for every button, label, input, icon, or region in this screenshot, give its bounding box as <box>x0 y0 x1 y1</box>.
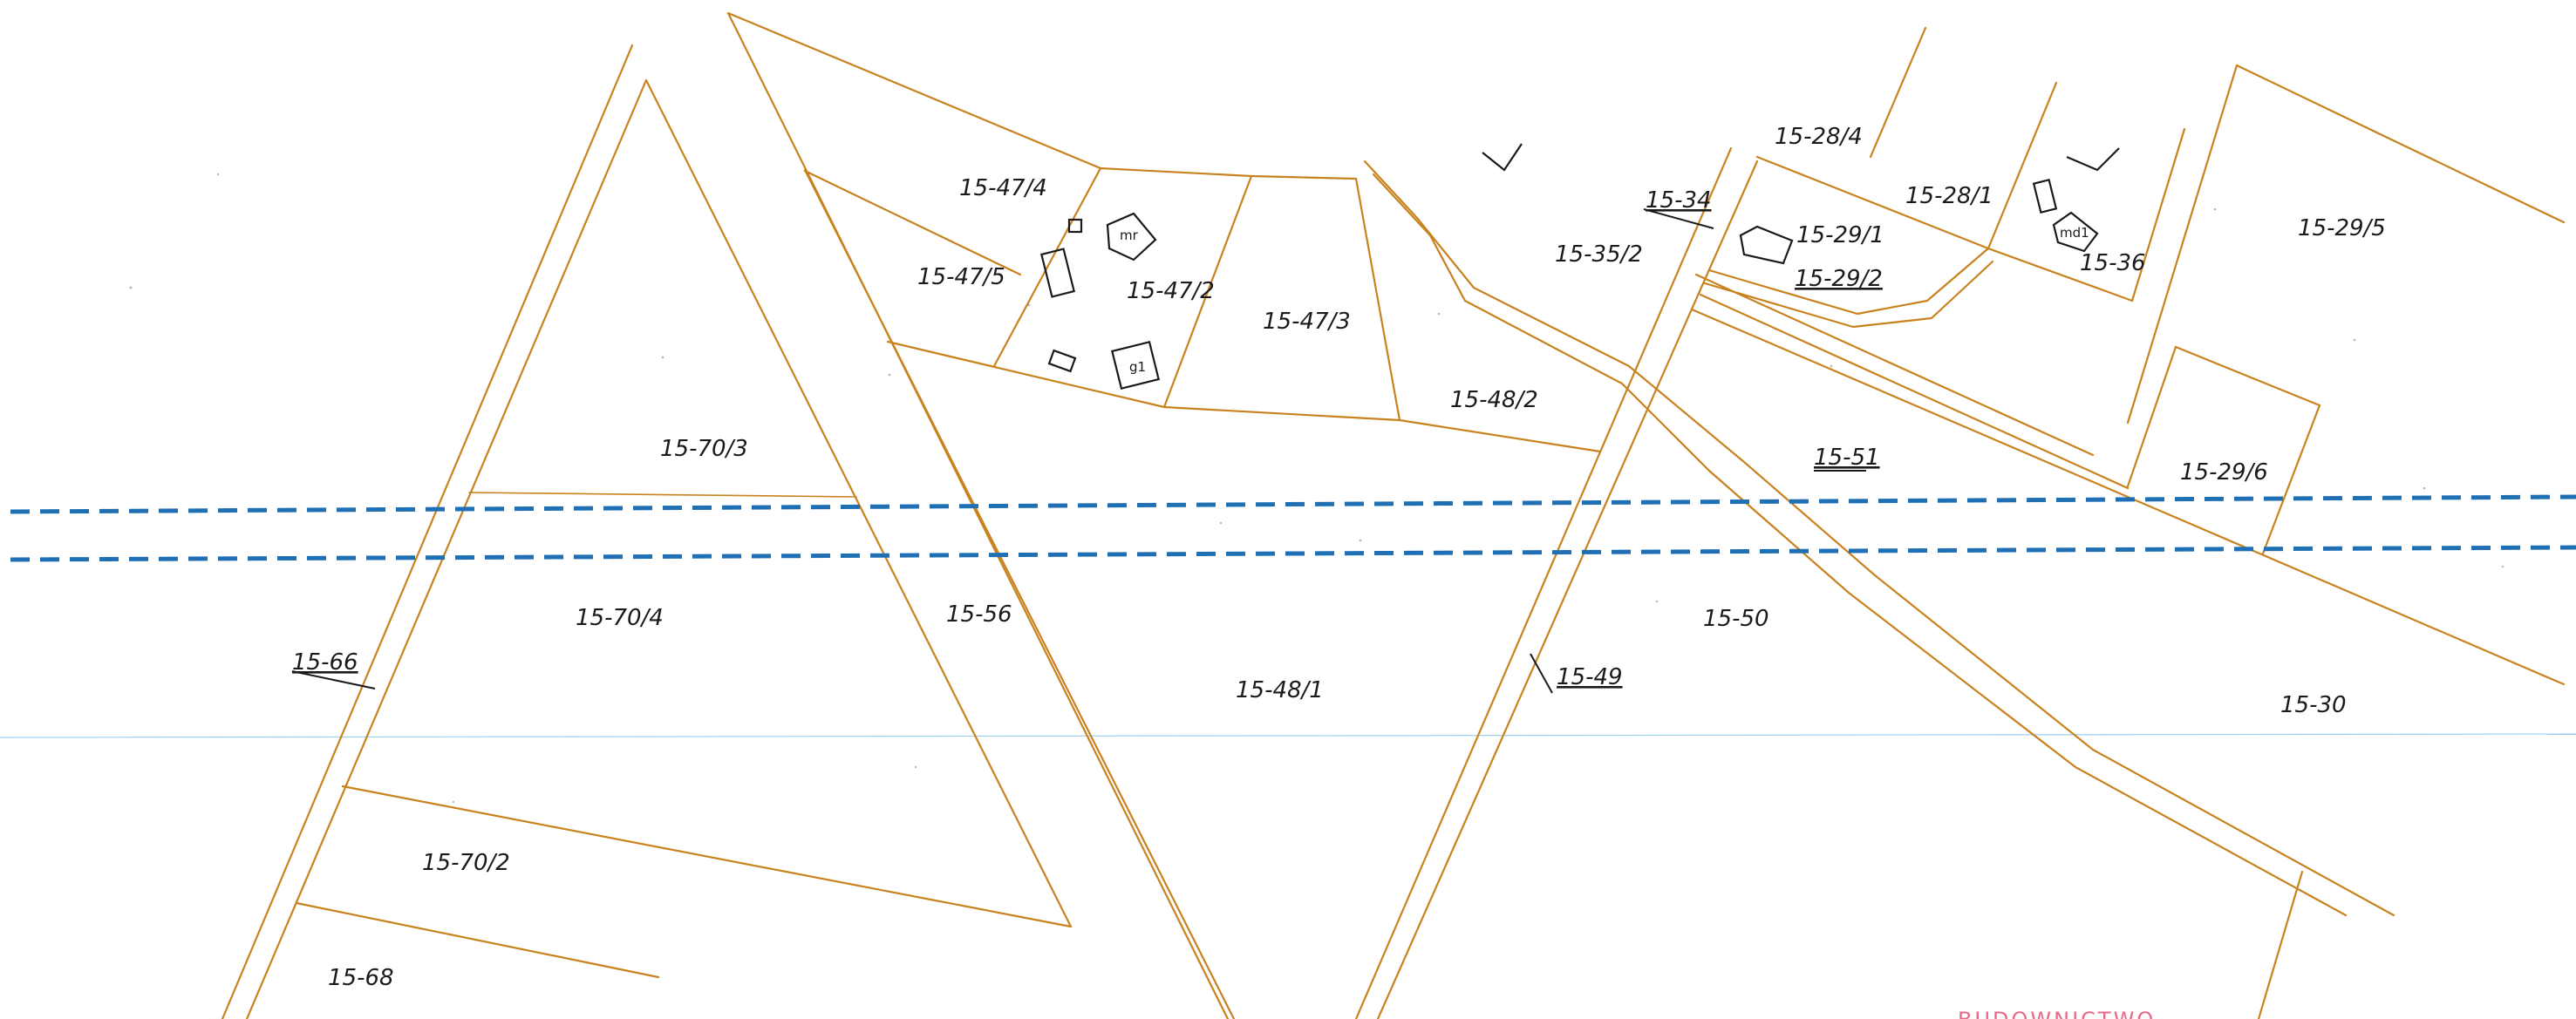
label-15-49: 15-49 <box>1557 664 1623 690</box>
parcel-15-36-south-boundary <box>1987 247 2134 302</box>
parcel-15-30-south-east-boundary <box>2257 870 2304 1019</box>
label-15-28-4: 15-28/4 <box>1775 124 1863 150</box>
leader-15-49 <box>1530 653 1553 694</box>
building-small-square <box>1067 218 1083 234</box>
label-15-70-2: 15-70/2 <box>422 850 510 876</box>
building-house-mr <box>1106 212 1157 262</box>
stamp-text: BUDOWNICTWO <box>1958 1008 2156 1019</box>
label-15-29-1: 15-29/1 <box>1796 222 1884 248</box>
road-15-51-edge-north <box>1363 160 2395 917</box>
parcel-15-47-2-east-boundary <box>1162 174 1253 409</box>
parcel-15-56-east-boundary <box>803 168 1236 1019</box>
parcel-boundaries <box>221 11 2566 1019</box>
parcel-15-47-3-east-boundary <box>1354 177 1401 422</box>
parcel-15-68-north-boundary <box>295 901 660 979</box>
pipeline-corridor <box>10 494 2576 562</box>
label-building-mr: mr <box>1120 228 1139 243</box>
label-building-g1: g1 <box>1129 359 1146 375</box>
label-15-50: 15-50 <box>1703 606 1769 632</box>
parcel-15-28-4-west-boundary <box>1869 26 1927 159</box>
parcel-15-50-north-boundary <box>1690 308 2566 686</box>
label-building-md1: md1 <box>2060 225 2089 241</box>
building-garage-15-28-1 <box>2032 178 2058 214</box>
building-house-15-29-1 <box>1739 225 1794 265</box>
pipeline-line-south <box>10 545 2576 562</box>
label-15-29-6: 15-29/6 <box>2180 459 2268 486</box>
parcel-labels: 15-47/4 15-47/5 15-47/2 15-47/3 15-48/2 … <box>292 124 2386 991</box>
building-shed <box>1040 248 1075 298</box>
road-15-66-edge-east <box>245 78 648 1019</box>
parcel-15-29-6-north-boundary <box>2174 345 2321 407</box>
road-15-49-edge-east <box>1376 160 1759 1019</box>
parcel-15-29-5-west-boundary <box>2126 64 2239 425</box>
parcel-15-48-2-south-boundary <box>1398 418 1602 453</box>
label-15-35-2: 15-35/2 <box>1555 241 1643 268</box>
building-house-md1 <box>2052 211 2099 253</box>
label-15-30: 15-30 <box>2280 692 2347 718</box>
label-15-29-2: 15-29/2 <box>1795 266 1883 292</box>
building-fragment-north-east <box>2066 147 2120 172</box>
label-15-29-5: 15-29/5 <box>2298 215 2386 241</box>
leader-15-34 <box>1643 208 1714 229</box>
parcel-15-47-4-north-boundary <box>726 11 1102 170</box>
parcel-15-36-east-boundary <box>2130 127 2186 302</box>
label-15-47-5: 15-47/5 <box>917 264 1005 290</box>
parcel-15-56-west-boundary <box>726 11 1230 1019</box>
stamp: BUDOWNICTWO <box>1958 1008 2156 1019</box>
label-15-70-3: 15-70/3 <box>660 436 748 462</box>
parcel-15-47-2-north-boundary <box>1099 166 1253 178</box>
road-15-49-edge-west <box>1354 146 1733 1019</box>
road-15-66-edge-west <box>221 44 634 1019</box>
label-15-28-1: 15-28/1 <box>1905 183 1993 209</box>
label-leaders <box>291 208 1866 694</box>
road-15-51-edge-south <box>1372 173 2348 917</box>
parcel-15-29-north-boundary <box>1755 155 1990 250</box>
building-garage-g1 <box>1110 340 1161 391</box>
sheet-guide-line <box>0 733 2576 738</box>
parcel-15-70-2-north-boundary <box>341 785 1073 928</box>
parcel-15-29-2-boundary <box>1707 247 1990 316</box>
label-15-48-1: 15-48/1 <box>1236 677 1324 703</box>
parcel-15-29-2-inner-boundary <box>1703 260 1994 329</box>
parcel-15-34-south-boundary <box>1694 273 2095 457</box>
leader-15-66 <box>291 670 376 690</box>
label-15-36: 15-36 <box>2080 250 2146 276</box>
label-15-34: 15-34 <box>1646 187 1712 214</box>
label-15-56: 15-56 <box>946 601 1012 628</box>
label-15-47-2: 15-47/2 <box>1127 278 1215 304</box>
parcel-15-47-5-south-boundary <box>886 340 1166 409</box>
parcel-15-48-south-boundary <box>1162 405 1401 422</box>
parcel-15-29-6-west-boundary <box>2126 345 2177 488</box>
label-15-48-2: 15-48/2 <box>1450 387 1538 413</box>
label-15-66: 15-66 <box>292 649 358 676</box>
parcel-15-47-3-north-boundary <box>1250 174 1358 180</box>
parcel-15-70-3-east-boundary <box>644 78 1073 928</box>
parcel-15-29-6-north-strip <box>1699 293 2130 490</box>
parcel-15-47-4-south-boundary <box>803 169 1022 276</box>
parcel-15-70-3-south-boundary <box>468 492 857 498</box>
building-fragment-north <box>1482 143 1523 172</box>
parcel-15-28-1-west-boundary <box>1987 81 2058 250</box>
building-labels: mr g1 md1 <box>1120 225 2089 375</box>
scan-noise <box>129 173 2504 804</box>
parcel-15-47-4-east-boundary <box>992 166 1102 368</box>
label-15-51: 15-51 <box>1814 445 1880 471</box>
label-15-47-3: 15-47/3 <box>1263 309 1351 335</box>
label-15-47-4: 15-47/4 <box>959 175 1047 201</box>
label-15-70-4: 15-70/4 <box>576 605 664 631</box>
buildings <box>1040 143 2120 391</box>
parcel-15-29-6-east-boundary <box>2261 404 2321 555</box>
parcel-15-29-5-north-boundary <box>2235 64 2566 224</box>
building-small-g1 <box>1047 349 1077 373</box>
label-15-68: 15-68 <box>328 965 394 991</box>
pipeline-line-north <box>10 494 2576 514</box>
